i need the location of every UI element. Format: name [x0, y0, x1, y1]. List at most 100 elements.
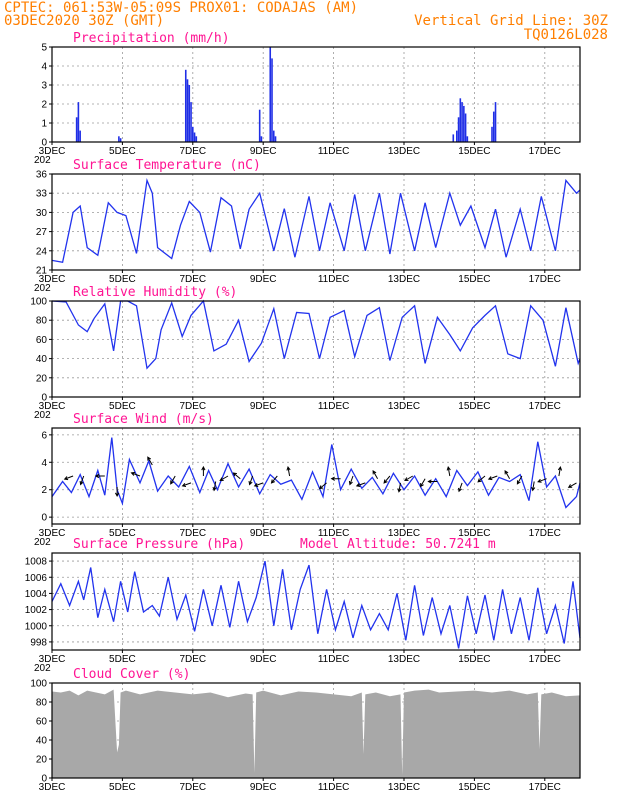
temp-title: Surface Temperature (nC) [73, 158, 261, 173]
wind-xtick-label: 13DEC [388, 528, 420, 539]
cloud-ytick-label: 20 [36, 755, 48, 766]
pressure-title: Surface Pressure (hPa) [73, 537, 245, 552]
temp-xtick-label: 9DEC [250, 274, 277, 285]
pressure-xtick-label: 5DEC [109, 654, 136, 665]
temp-xtick-label: 13DEC [388, 274, 420, 285]
precip-title: Precipitation (mm/h) [73, 31, 230, 46]
precip-bar [492, 111, 495, 142]
wind-vector [270, 475, 278, 484]
rh-ytick-label: 60 [36, 335, 48, 346]
precip-bar [269, 47, 272, 142]
rh-xtick-label: 13DEC [388, 401, 420, 412]
temp-year-label: 202 [34, 283, 51, 294]
precip-bar [461, 102, 463, 142]
wind-series-line [51, 437, 581, 509]
wind-vector [487, 475, 498, 481]
wind-vector [330, 476, 341, 481]
cloud-frame [51, 682, 581, 779]
wind-vector [504, 469, 511, 479]
header-grid-note: Vertical Grid Line: 30Z [414, 13, 608, 29]
wind-xtick-label: 17DEC [529, 528, 561, 539]
temp-xtick-label: 5DEC [109, 274, 136, 285]
precip-bar [190, 102, 192, 142]
rh-year-label: 202 [34, 410, 51, 421]
pressure-annotation: Model Altitude: 50.7241 m [300, 537, 496, 552]
precip-bar [260, 136, 263, 142]
precip-bar [457, 117, 460, 142]
rh-frame [51, 300, 581, 398]
precip-bar [193, 132, 196, 142]
cloud-panel: Cloud Cover (%) 0 20 40 60 80 100 3DEC 5DEC 7DEC 9… [30, 667, 581, 793]
precip-ytick-label: 1 [41, 119, 47, 130]
precip-xtick-label: 7DEC [179, 146, 206, 157]
pressure-ytick-label: 1002 [25, 605, 48, 616]
pressure-xtick-label: 9DEC [250, 654, 277, 665]
temp-frame [51, 173, 581, 271]
precip-bar [119, 138, 122, 142]
wind-vector [130, 471, 141, 477]
pressure-ytick-label: 1008 [25, 557, 48, 568]
wind-vector [404, 475, 414, 482]
wind-xtick-label: 15DEC [458, 528, 490, 539]
wind-vector [355, 482, 366, 487]
pressure-year-label: 202 [34, 663, 51, 674]
wind-vector [286, 466, 291, 477]
wind-vector [372, 469, 379, 479]
precip-bar [459, 98, 462, 142]
precip-bar [491, 126, 493, 142]
pressure-series-line [51, 560, 581, 649]
header-run-date: 03DEC2020 30Z (GMT) [4, 13, 164, 29]
cloud-ytick-label: 40 [36, 736, 48, 747]
wind-vector [248, 475, 254, 486]
temp-xtick-label: 3DEC [39, 274, 66, 285]
rh-ytick-label: 80 [36, 316, 48, 327]
cloud-xtick-label: 13DEC [388, 782, 420, 793]
precip-frame [51, 46, 581, 143]
precip-bar [118, 136, 120, 142]
wind-vector [201, 465, 206, 476]
wind-vector [458, 482, 463, 493]
wind-ytick-label: 0 [41, 513, 47, 524]
wind-vector [253, 482, 264, 487]
precip-ytick-label: 3 [41, 81, 47, 92]
temp-ytick-label: 24 [36, 246, 48, 257]
wind-vector [232, 472, 241, 480]
wind-vector [94, 473, 105, 479]
temp-xtick-label: 15DEC [458, 274, 490, 285]
wind-vector [170, 475, 176, 485]
cloud-xtick-label: 17DEC [529, 782, 561, 793]
pressure-xtick-label: 15DEC [458, 654, 490, 665]
pressure-frame [51, 552, 581, 651]
precip-ytick-label: 2 [41, 100, 47, 111]
cloud-xtick-label: 9DEC [250, 782, 277, 793]
pressure-ytick-label: 998 [30, 637, 47, 648]
cloud-xtick-label: 5DEC [109, 782, 136, 793]
wind-xtick-label: 7DEC [179, 528, 206, 539]
temp-ytick-label: 21 [36, 266, 48, 277]
rh-ytick-label: 40 [36, 354, 48, 365]
precip-bar [452, 134, 455, 142]
temp-xtick-label: 7DEC [179, 274, 206, 285]
wind-ytick-label: 6 [41, 430, 47, 441]
wind-vector [446, 466, 451, 477]
pressure-ytick-label: 1004 [25, 589, 48, 600]
rh-ytick-label: 100 [30, 297, 47, 308]
pressure-ytick-label: 1000 [25, 621, 48, 632]
rh-xtick-label: 3DEC [39, 401, 66, 412]
panels: Precipitation (mm/h) 0 1 2 3 4 5 3DEC 5DEC 7DEC 9D… [25, 31, 581, 793]
precip-bar [195, 136, 198, 142]
rh-xtick-label: 17DEC [529, 401, 561, 412]
wind-frame [51, 427, 581, 525]
precip-bar [274, 136, 277, 142]
precip-bar [186, 79, 189, 142]
cloud-xtick-label: 15DEC [458, 782, 490, 793]
precip-xtick-label: 11DEC [318, 146, 350, 157]
pressure-xtick-label: 13DEC [388, 654, 420, 665]
temp-ytick-label: 33 [36, 189, 48, 200]
precip-bar [258, 109, 261, 142]
precip-bar [494, 102, 497, 142]
precip-bar [184, 69, 187, 142]
rh-xtick-label: 7DEC [179, 401, 206, 412]
precip-bar [271, 58, 273, 142]
